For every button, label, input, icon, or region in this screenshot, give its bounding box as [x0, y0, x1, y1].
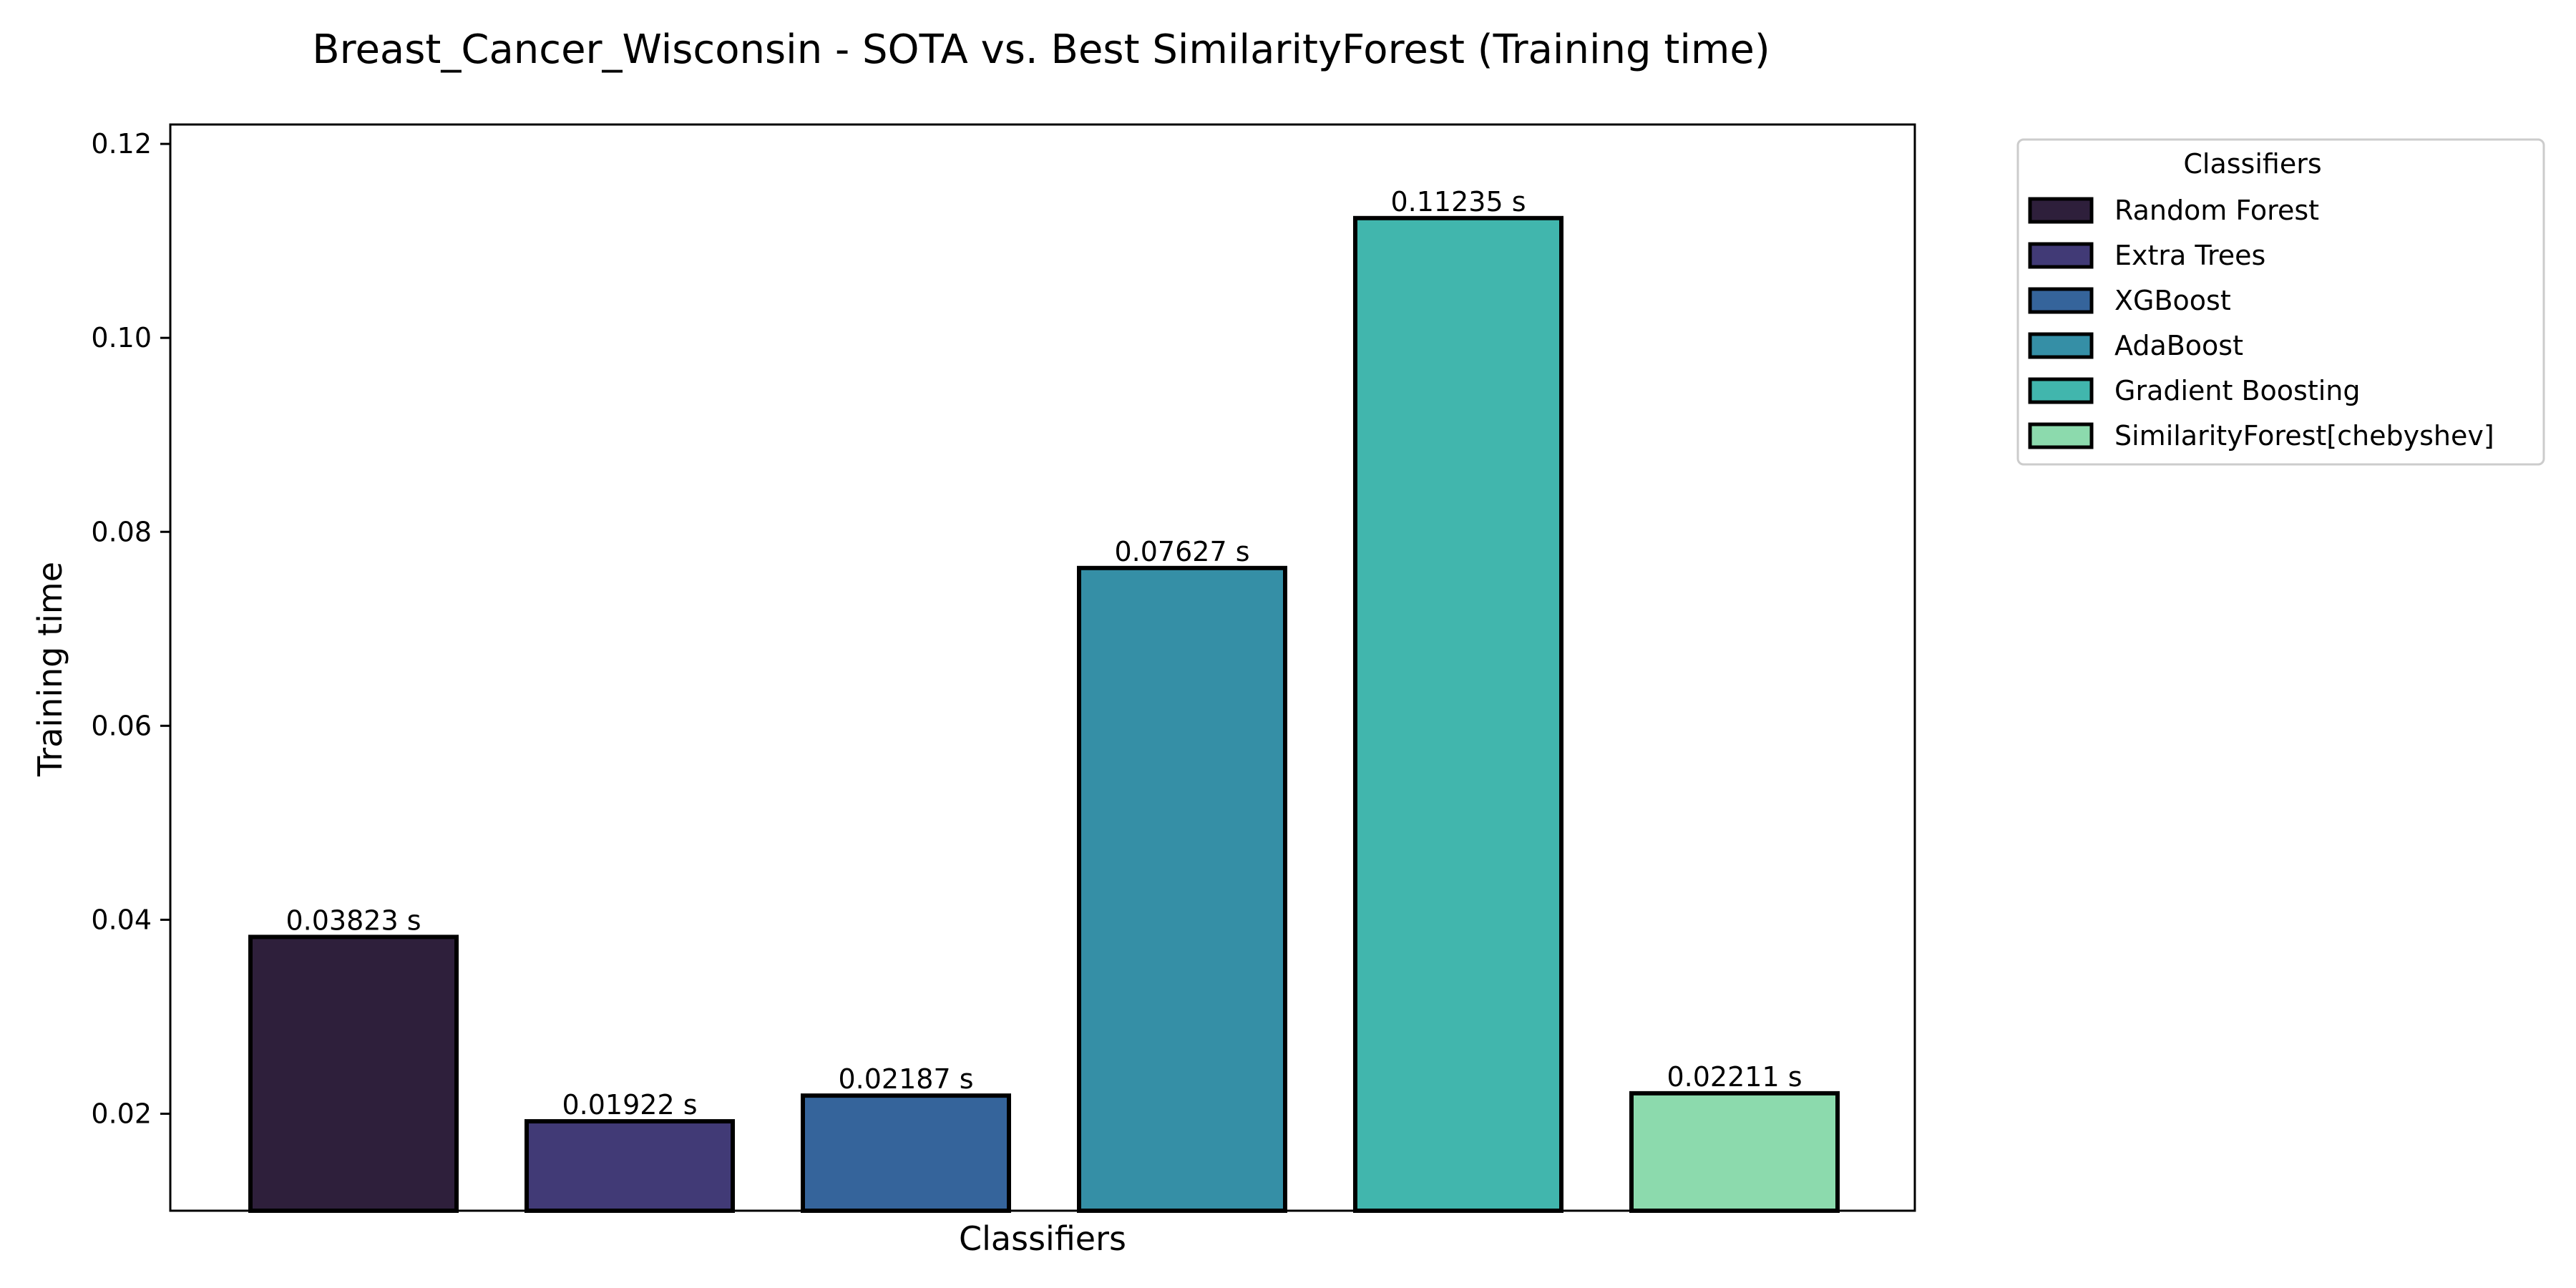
bar-similarityforest-chebyshev	[1629, 1091, 1840, 1213]
legend-swatch	[2028, 332, 2094, 359]
y-tick-label: 0.08	[91, 516, 152, 547]
legend: Classifiers Random Forest Extra Trees XGBo…	[2016, 138, 2545, 466]
data-labels: 0.03823 s 0.01922 s 0.02187 s 0.07627 s 0.11…	[286, 186, 1802, 1121]
y-tick-label: 0.06	[91, 710, 152, 741]
y-tick-label: 0.12	[91, 128, 152, 160]
bar-value-label: 0.01922 s	[562, 1089, 697, 1121]
bar-adaboost	[1077, 565, 1287, 1213]
legend-title: Classifiers	[2183, 148, 2321, 180]
legend-swatch	[2028, 197, 2094, 224]
legend-swatch	[2028, 242, 2094, 269]
legend-swatch	[2028, 377, 2094, 404]
bar-value-label: 0.02211 s	[1667, 1061, 1802, 1093]
legend-box	[2016, 138, 2545, 466]
bar-gradient-boosting	[1353, 215, 1563, 1213]
bar-value-label: 0.03823 s	[286, 904, 421, 936]
legend-label: AdaBoost	[2114, 330, 2243, 361]
y-tick-label: 0.10	[91, 322, 152, 353]
legend-label: Extra Trees	[2114, 240, 2265, 271]
y-tick-label: 0.04	[91, 904, 152, 935]
bar-random-forest	[248, 935, 459, 1213]
bar-extra-trees	[525, 1119, 735, 1213]
legend-label: Gradient Boosting	[2114, 375, 2361, 406]
y-axis-label: Training time	[31, 562, 69, 777]
legend-label: Random Forest	[2114, 195, 2319, 226]
bars	[248, 215, 1840, 1214]
legend-swatch	[2028, 287, 2094, 314]
plot-frame	[169, 123, 1916, 1212]
legend-label: XGBoost	[2114, 285, 2231, 316]
x-axis-label: Classifiers	[959, 1219, 1126, 1258]
legend-items: Random Forest Extra Trees XGBoost AdaBoost G…	[2028, 195, 2494, 452]
legend-label: SimilarityForest[chebyshev]	[2114, 420, 2494, 452]
legend-swatch	[2028, 422, 2094, 449]
y-axis-ticks: 0.02 0.04 0.06 0.08 0.10 0.12	[91, 128, 170, 1129]
bar-value-label: 0.02187 s	[838, 1063, 973, 1095]
chart-title: Breast_Cancer_Wisconsin - SOTA vs. Best …	[312, 26, 1770, 73]
y-tick-label: 0.02	[91, 1098, 152, 1129]
bar-xgboost	[801, 1093, 1011, 1214]
bar-value-label: 0.11235 s	[1390, 186, 1526, 218]
bar-value-label: 0.07627 s	[1114, 536, 1249, 567]
